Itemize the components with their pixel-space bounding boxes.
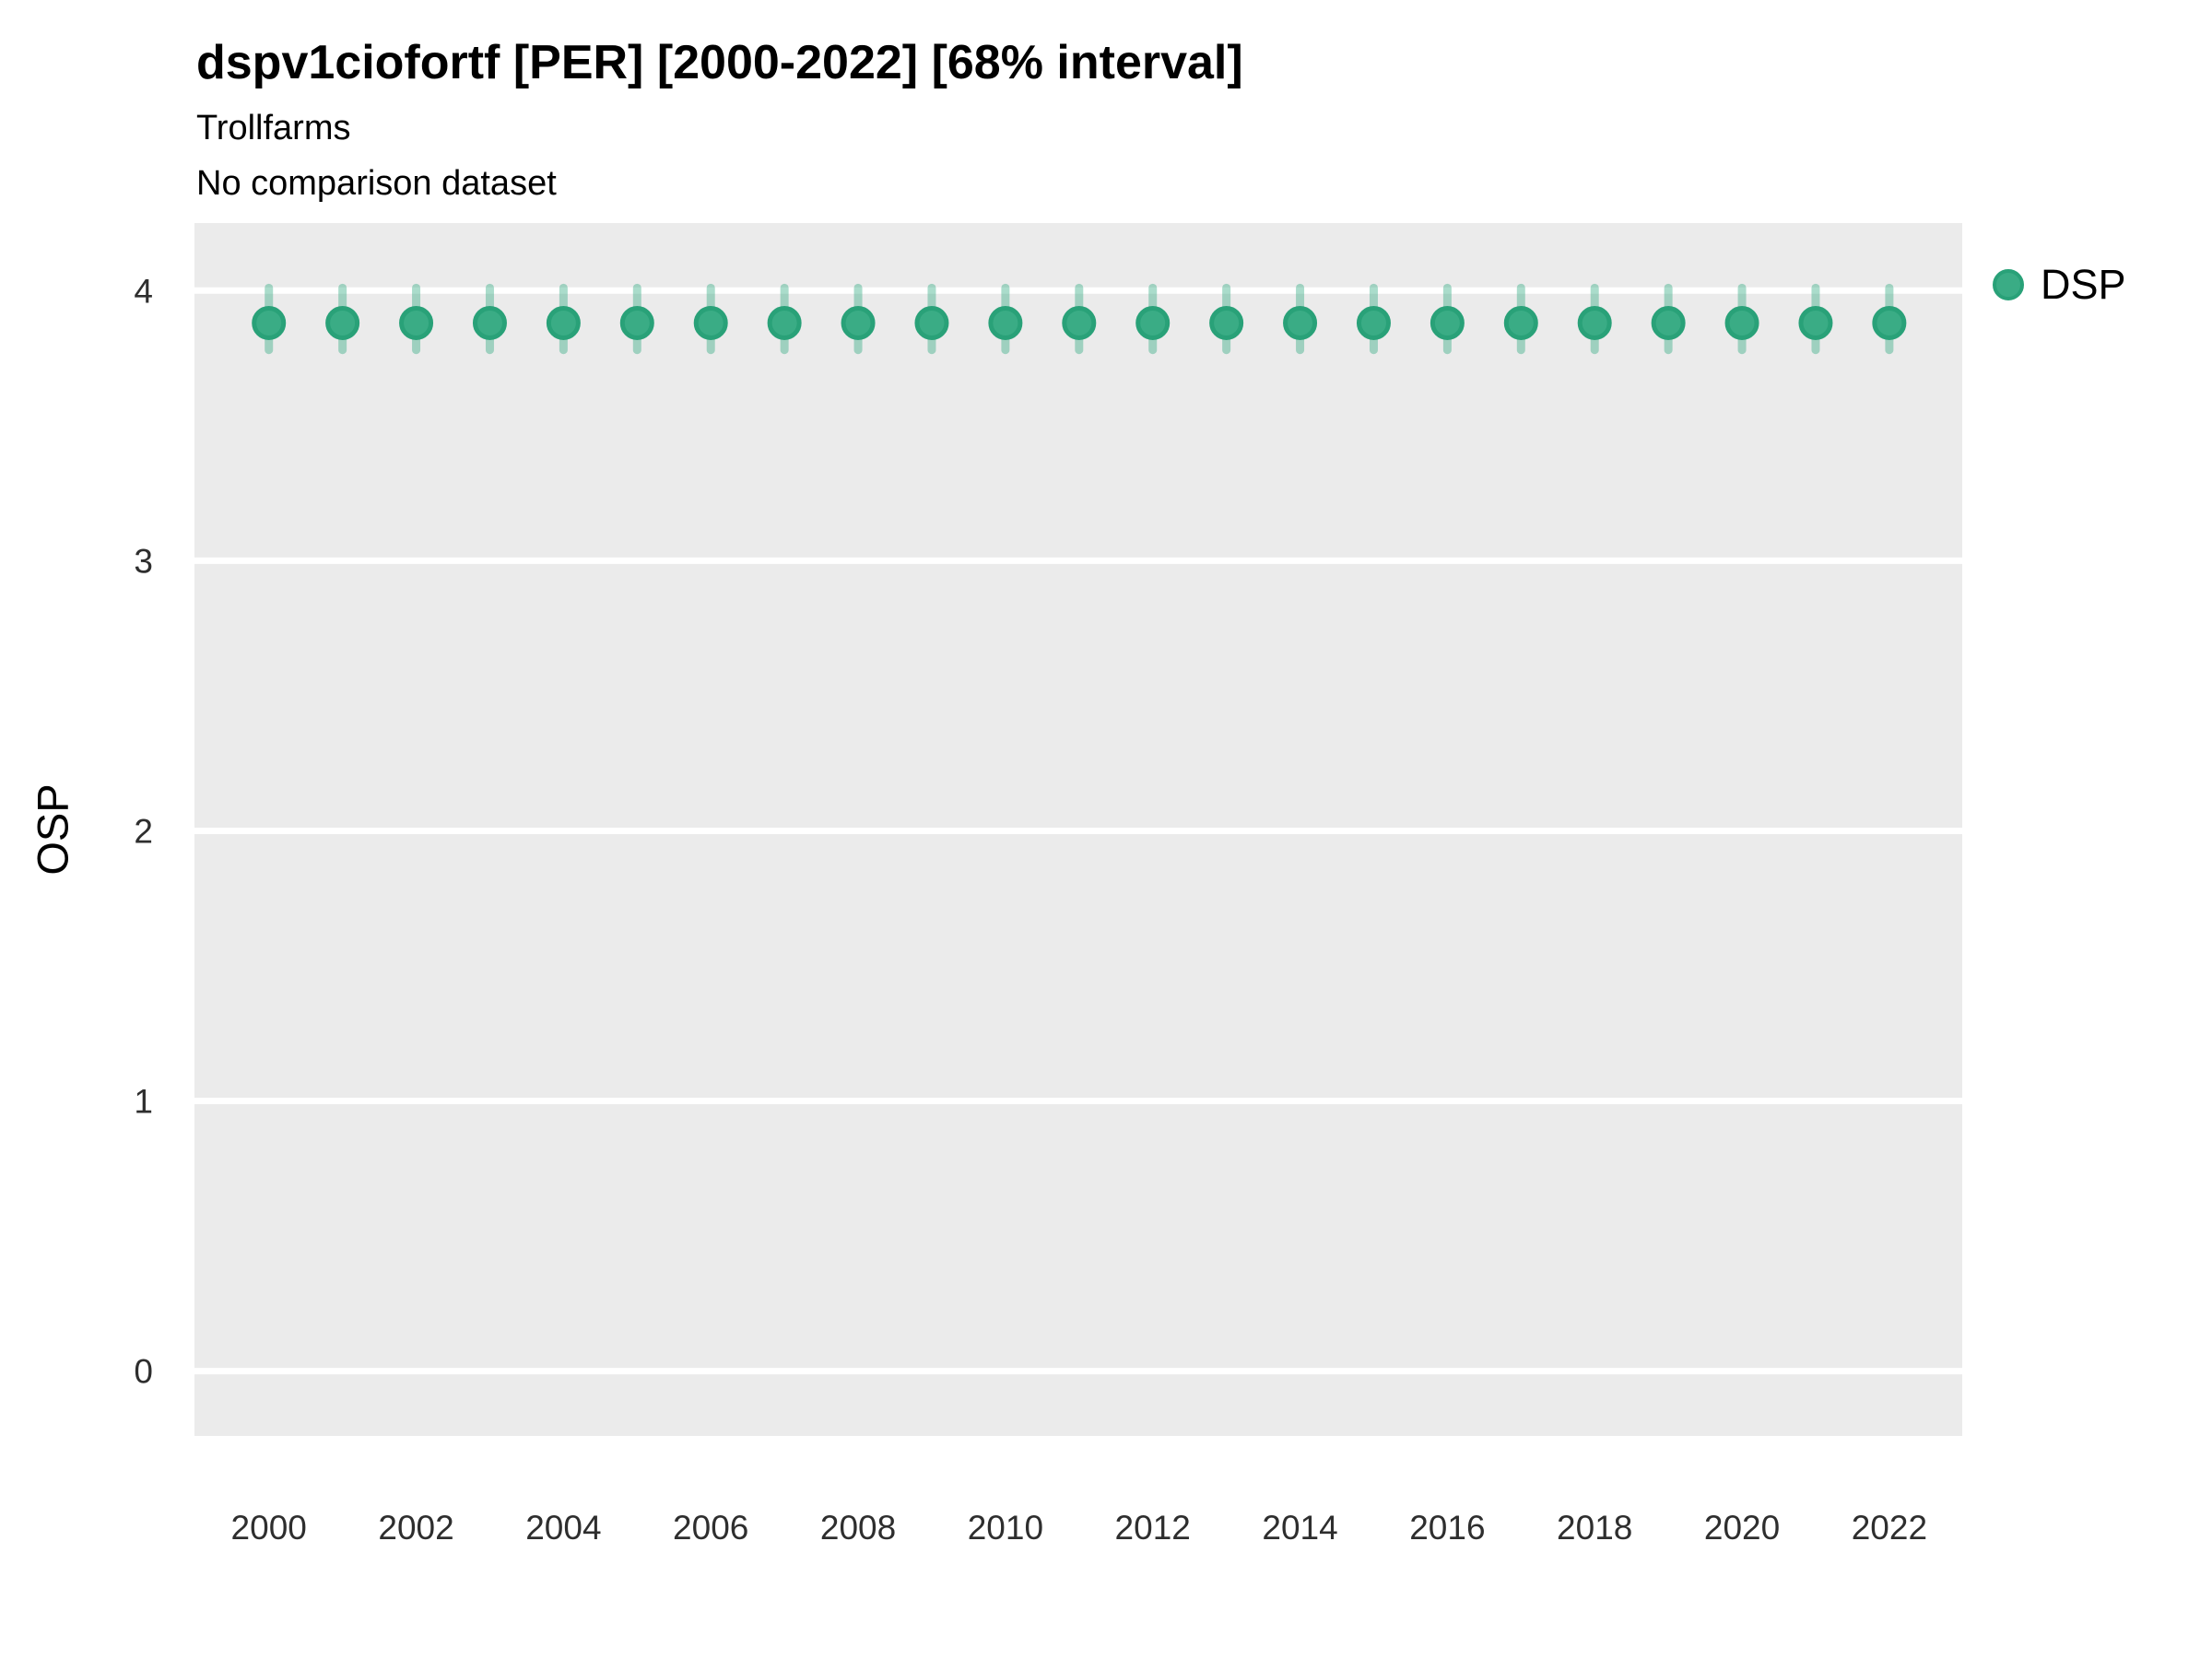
- chart-comparison-note: No comparison dataset: [196, 164, 557, 203]
- data-point-2020: [1724, 305, 1759, 340]
- data-point-2013: [1209, 305, 1244, 340]
- y-tick-label-4: 4: [134, 272, 153, 310]
- chart-title: dspv1ciofortf [PER] [2000-2022] [68% int…: [196, 36, 1243, 89]
- x-tick-label-2016: 2016: [1409, 1509, 1485, 1547]
- data-point-2011: [1062, 305, 1097, 340]
- data-point-2003: [472, 305, 507, 340]
- data-point-2021: [1798, 305, 1833, 340]
- data-point-2009: [914, 305, 949, 340]
- y-tick-label-1: 1: [134, 1083, 153, 1121]
- data-point-2001: [325, 305, 360, 340]
- data-point-2017: [1503, 305, 1538, 340]
- x-tick-label-2020: 2020: [1704, 1509, 1780, 1547]
- data-point-2016: [1430, 305, 1465, 340]
- data-point-2007: [767, 305, 802, 340]
- x-tick-label-2006: 2006: [673, 1509, 748, 1547]
- x-tick-label-2012: 2012: [1115, 1509, 1191, 1547]
- x-tick-label-2014: 2014: [1262, 1509, 1337, 1547]
- x-tick-label-2000: 2000: [231, 1509, 307, 1547]
- legend: DSP: [1993, 262, 2126, 308]
- x-tick-label-2008: 2008: [820, 1509, 896, 1547]
- data-point-2008: [841, 305, 876, 340]
- data-point-2022: [1872, 305, 1907, 340]
- x-tick-label-2002: 2002: [378, 1509, 453, 1547]
- data-point-2002: [399, 305, 434, 340]
- chart-subtitle: Trollfarms: [196, 109, 351, 147]
- data-point-2000: [252, 305, 287, 340]
- data-point-2012: [1135, 305, 1171, 340]
- y-tick-label-2: 2: [134, 812, 153, 850]
- x-tick-label-2004: 2004: [525, 1509, 601, 1547]
- data-point-2005: [619, 305, 654, 340]
- data-point-2018: [1577, 305, 1612, 340]
- x-tick-label-2010: 2010: [968, 1509, 1043, 1547]
- y-tick-label-0: 0: [134, 1353, 153, 1391]
- data-point-2006: [693, 305, 728, 340]
- data-point-2019: [1651, 305, 1686, 340]
- data-point-2010: [988, 305, 1023, 340]
- x-tick-label-2022: 2022: [1852, 1509, 1927, 1547]
- legend-label-dsp: DSP: [2041, 261, 2126, 308]
- data-point-2015: [1356, 305, 1391, 340]
- x-tick-label-2018: 2018: [1557, 1509, 1632, 1547]
- y-tick-label-3: 3: [134, 542, 153, 580]
- data-point-2014: [1283, 305, 1318, 340]
- data-point-2004: [546, 305, 581, 340]
- legend-point-icon: [1993, 268, 2024, 300]
